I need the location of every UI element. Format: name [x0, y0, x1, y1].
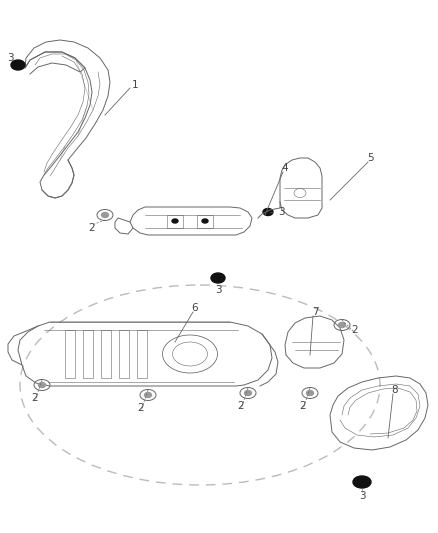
- Ellipse shape: [39, 383, 46, 387]
- Text: 2: 2: [88, 223, 95, 233]
- Bar: [197, 215, 213, 228]
- Text: 3: 3: [359, 491, 365, 501]
- Ellipse shape: [145, 392, 152, 398]
- Bar: [101, 330, 111, 378]
- Text: 2: 2: [352, 325, 358, 335]
- Text: 7: 7: [312, 307, 318, 317]
- Text: 3: 3: [278, 207, 285, 217]
- Text: 2: 2: [238, 401, 244, 411]
- Ellipse shape: [202, 219, 208, 223]
- Text: 2: 2: [138, 403, 144, 413]
- Text: 3: 3: [215, 285, 221, 295]
- Ellipse shape: [102, 213, 109, 217]
- Bar: [119, 330, 129, 378]
- Bar: [137, 330, 147, 378]
- Text: 8: 8: [392, 385, 398, 395]
- Bar: [65, 330, 75, 378]
- Ellipse shape: [263, 208, 273, 215]
- Text: 2: 2: [32, 393, 38, 403]
- Text: 3: 3: [7, 53, 13, 63]
- Ellipse shape: [353, 476, 371, 488]
- Ellipse shape: [172, 219, 178, 223]
- Ellipse shape: [11, 60, 25, 70]
- Bar: [167, 215, 183, 228]
- Ellipse shape: [307, 391, 314, 395]
- Ellipse shape: [211, 273, 225, 283]
- Ellipse shape: [339, 322, 346, 327]
- Text: 4: 4: [282, 163, 288, 173]
- Text: 5: 5: [367, 153, 373, 163]
- Text: 2: 2: [300, 401, 306, 411]
- Bar: [83, 330, 93, 378]
- Text: 1: 1: [132, 80, 138, 90]
- Ellipse shape: [244, 391, 251, 395]
- Text: 6: 6: [192, 303, 198, 313]
